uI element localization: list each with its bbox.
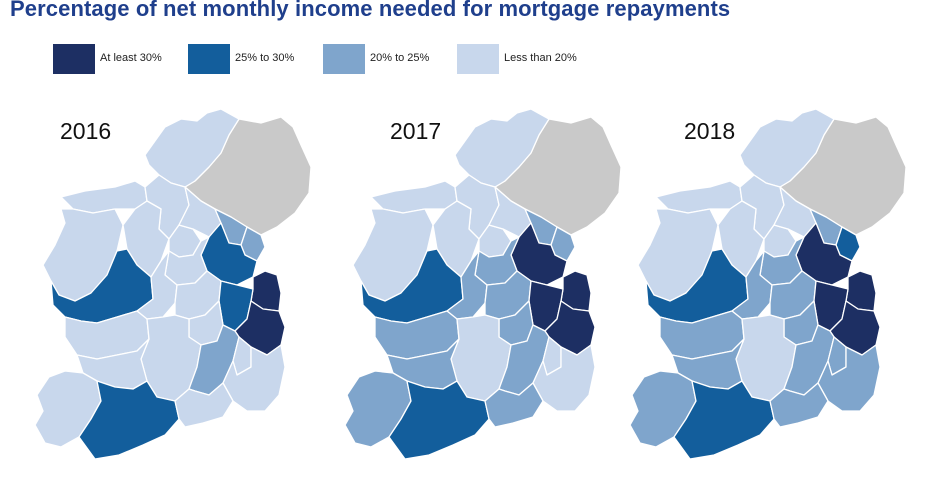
map-year-label: 2018 <box>684 118 736 144</box>
legend-swatch <box>323 44 365 74</box>
region-waterford <box>769 382 829 428</box>
region-waterford <box>484 382 544 428</box>
legend-swatch <box>188 44 230 74</box>
ireland-map <box>34 108 312 460</box>
region-sligo <box>370 180 458 214</box>
region-wexford <box>222 344 286 412</box>
legend-label: At least 30% <box>100 52 162 64</box>
ireland-map <box>344 108 622 460</box>
map-year-label: 2017 <box>390 118 442 144</box>
region-wexford <box>817 344 881 412</box>
map-year-label: 2016 <box>60 118 112 144</box>
chart-title: Percentage of net monthly income needed … <box>10 0 731 21</box>
region-sligo <box>655 180 743 214</box>
region-wexford <box>532 344 596 412</box>
region-cork <box>78 380 180 460</box>
legend-swatch <box>457 44 499 74</box>
legend-swatch <box>53 44 95 74</box>
legend-label: 25% to 30% <box>235 52 295 64</box>
region-cork <box>673 380 775 460</box>
region-waterford <box>174 382 234 428</box>
legend-label: 20% to 25% <box>370 52 430 64</box>
ireland-map <box>629 108 907 460</box>
region-cork <box>388 380 490 460</box>
region-sligo <box>60 180 148 214</box>
legend-label: Less than 20% <box>504 52 577 64</box>
